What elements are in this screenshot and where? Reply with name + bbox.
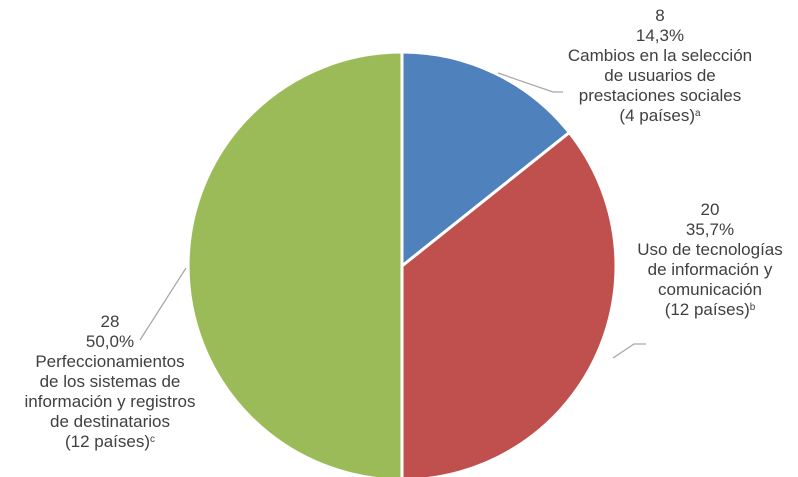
- slice-cambios: [400, 50, 571, 268]
- leader-line-slice-sistemas: [139, 267, 187, 341]
- slice-tecnologias: [400, 131, 618, 477]
- slice-label-tecnologias: 20 35,7% Uso de tecnologías de informaci…: [605, 200, 798, 320]
- leader-line-slice-cambios: [497, 72, 563, 93]
- slice-sistemas: [186, 50, 404, 477]
- slice-count-tecnologias: (12 países): [664, 300, 750, 319]
- slice-value-sistemas: 28: [100, 312, 120, 331]
- slice-name-line-3: prestaciones sociales: [578, 86, 742, 105]
- slice-name-line-4: de destinatarios: [49, 412, 171, 431]
- slice-label-cambios: 8 14,3% Cambios en la selección de usuar…: [560, 6, 760, 126]
- slice-count-sistemas: (12 países): [64, 432, 151, 451]
- slice-percent-sistemas: 50,0%: [85, 332, 135, 351]
- slice-name-line-1: Cambios en la selección: [567, 46, 753, 65]
- leader-line-slice-tecnologias: [612, 343, 646, 359]
- slice-percent-cambios: 14,3%: [635, 26, 685, 45]
- slice-name-line-3: comunicación: [658, 280, 762, 299]
- slice-name-line-2: de información y: [647, 260, 773, 279]
- slice-name-line-2: de los sistemas de: [39, 372, 181, 391]
- footnote-a: a: [695, 108, 701, 119]
- slice-name-line-3: información y registros: [24, 392, 196, 411]
- slice-percent-tecnologias: 35,7%: [685, 220, 735, 239]
- slice-name-line-1: Perfeccionamientos: [35, 352, 185, 371]
- slice-label-sistemas: 28 50,0% Perfeccionamientos de los siste…: [0, 312, 220, 452]
- slice-name-line-2: de usuarios de: [604, 66, 716, 85]
- footnote-c: c: [150, 434, 156, 445]
- slice-value-tecnologias: 20: [700, 200, 720, 219]
- footnote-b: b: [749, 302, 756, 313]
- slice-name-line-1: Uso de tecnologías: [637, 240, 783, 259]
- slice-count-cambios: (4 países): [619, 106, 696, 125]
- slice-value-cambios: 8: [655, 6, 665, 25]
